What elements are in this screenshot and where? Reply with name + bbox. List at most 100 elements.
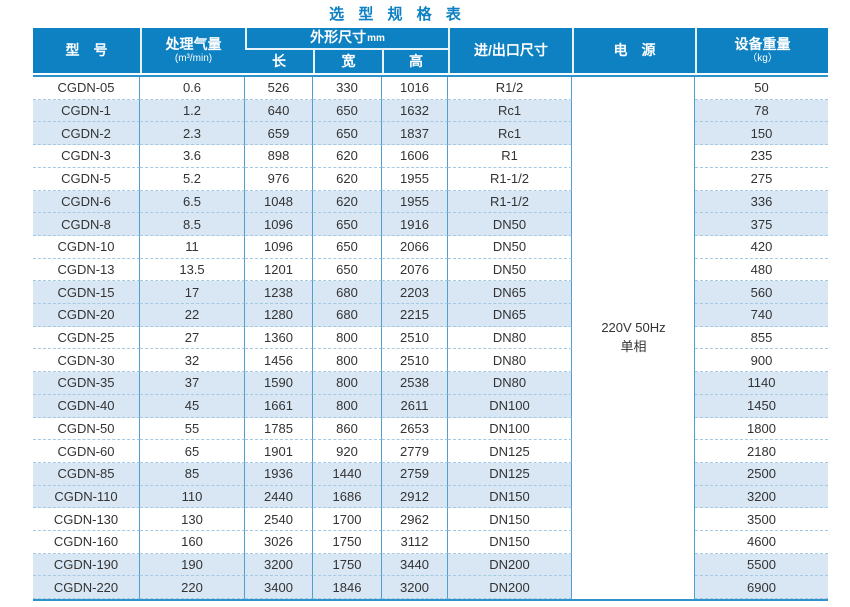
cell-height: 1916 — [382, 213, 448, 236]
cell-height: 1632 — [382, 99, 448, 123]
cell-height: 2653 — [382, 417, 448, 441]
cell-inlet-outlet: DN200 — [448, 576, 572, 600]
cell-length: 3200 — [245, 553, 313, 577]
cell-inlet-outlet: DN200 — [448, 553, 572, 577]
table-row: CGDN-40 45 1661 800 2611 DN100 1450 — [33, 394, 828, 418]
power-column-cell — [572, 349, 695, 373]
cell-length: 1901 — [245, 440, 313, 463]
power-column-cell — [572, 167, 695, 191]
cell-model: CGDN-40 — [33, 394, 140, 418]
table-row: CGDN-6 6.5 1048 620 1955 R1-1/2 336 — [33, 190, 828, 214]
cell-length: 640 — [245, 99, 313, 123]
cell-height: 1016 — [382, 77, 448, 100]
table-row: CGDN-20 22 1280 680 2215 DN65 740 — [33, 304, 828, 327]
cell-inlet-outlet: DN125 — [448, 440, 572, 463]
cell-width: 650 — [313, 235, 382, 259]
cell-model: CGDN-3 — [33, 145, 140, 168]
cell-height: 2203 — [382, 281, 448, 305]
table-row: CGDN-25 27 1360 800 2510 DN80 855 — [33, 326, 828, 350]
cell-height: 2779 — [382, 440, 448, 463]
col-header-weight-label: 设备重量 — [734, 36, 791, 53]
cell-model: CGDN-50 — [33, 417, 140, 441]
power-column-cell — [572, 553, 695, 577]
cell-capacity: 11 — [140, 235, 245, 259]
table-row: CGDN-15 17 1238 680 2203 DN65 560 — [33, 281, 828, 305]
cell-weight: 560 — [695, 281, 828, 305]
cell-model: CGDN-15 — [33, 281, 140, 305]
cell-width: 620 — [313, 167, 382, 191]
cell-length: 1048 — [245, 190, 313, 214]
cell-width: 1700 — [313, 508, 382, 532]
col-header-power: 电 源 — [572, 28, 695, 73]
power-column-cell — [572, 145, 695, 168]
cell-weight: 375 — [695, 213, 828, 236]
cell-capacity: 2.3 — [140, 122, 245, 146]
table-row: CGDN-1 1.2 640 650 1632 Rc1 78 — [33, 99, 828, 123]
power-column-cell — [572, 372, 695, 395]
cell-width: 1750 — [313, 553, 382, 577]
cell-inlet-outlet: R1/2 — [448, 77, 572, 100]
col-header-weight: 设备重量 （kg） — [695, 28, 828, 73]
col-header-weight-unit: （kg） — [747, 52, 778, 64]
cell-height: 2076 — [382, 258, 448, 282]
power-column-cell — [572, 258, 695, 282]
cell-width: 1686 — [313, 485, 382, 509]
table-row: CGDN-190 190 3200 1750 3440 DN200 5500 — [33, 553, 828, 577]
cell-height: 1837 — [382, 122, 448, 146]
table-row: CGDN-05 0.6 526 330 1016 R1/2 50 — [33, 77, 828, 100]
cell-inlet-outlet: DN50 — [448, 213, 572, 236]
cell-width: 650 — [313, 99, 382, 123]
cell-model: CGDN-10 — [33, 235, 140, 259]
cell-length: 3400 — [245, 576, 313, 600]
cell-width: 680 — [313, 281, 382, 305]
table-row: CGDN-30 32 1456 800 2510 DN80 900 — [33, 349, 828, 373]
cell-length: 976 — [245, 167, 313, 191]
cell-height: 3440 — [382, 553, 448, 577]
cell-capacity: 27 — [140, 326, 245, 350]
col-header-length: 长 — [272, 52, 286, 69]
power-column-cell — [572, 508, 695, 532]
cell-inlet-outlet: R1 — [448, 145, 572, 168]
cell-model: CGDN-160 — [33, 531, 140, 554]
cell-model: CGDN-5 — [33, 167, 140, 191]
cell-model: CGDN-60 — [33, 440, 140, 463]
cell-capacity: 55 — [140, 417, 245, 441]
cell-width: 860 — [313, 417, 382, 441]
power-column-cell — [572, 122, 695, 146]
cell-model: CGDN-8 — [33, 213, 140, 236]
power-column-cell — [572, 213, 695, 236]
power-column-cell — [572, 326, 695, 350]
cell-length: 659 — [245, 122, 313, 146]
cell-weight: 5500 — [695, 553, 828, 577]
cell-capacity: 45 — [140, 394, 245, 418]
table-row: CGDN-3 3.6 898 620 1606 R1 235 — [33, 145, 828, 168]
cell-width: 800 — [313, 326, 382, 350]
table-row: CGDN-50 55 1785 860 2653 DN100 1800 — [33, 417, 828, 441]
page-title: 选 型 规 格 表 — [329, 6, 466, 23]
cell-model: CGDN-20 — [33, 304, 140, 327]
cell-weight: 1140 — [695, 372, 828, 395]
power-column-cell — [572, 462, 695, 486]
cell-inlet-outlet: Rc1 — [448, 99, 572, 123]
power-column-cell — [572, 99, 695, 123]
cell-height: 2759 — [382, 462, 448, 486]
cell-capacity: 110 — [140, 485, 245, 509]
cell-capacity: 13.5 — [140, 258, 245, 282]
table-row: CGDN-13 13.5 1201 650 2076 DN50 480 — [33, 258, 828, 282]
cell-inlet-outlet: R1-1/2 — [448, 167, 572, 191]
cell-model: CGDN-220 — [33, 576, 140, 600]
cell-length: 1456 — [245, 349, 313, 373]
power-column-cell — [572, 531, 695, 554]
table-row: CGDN-35 37 1590 800 2538 DN80 1140 — [33, 372, 828, 395]
cell-weight: 6900 — [695, 576, 828, 600]
cell-length: 1238 — [245, 281, 313, 305]
cell-width: 800 — [313, 372, 382, 395]
table-row: CGDN-60 65 1901 920 2779 DN125 2180 — [33, 440, 828, 463]
cell-model: CGDN-85 — [33, 462, 140, 486]
cell-length: 1201 — [245, 258, 313, 282]
cell-width: 650 — [313, 213, 382, 236]
cell-model: CGDN-190 — [33, 553, 140, 577]
cell-capacity: 5.2 — [140, 167, 245, 191]
cell-model: CGDN-35 — [33, 372, 140, 395]
